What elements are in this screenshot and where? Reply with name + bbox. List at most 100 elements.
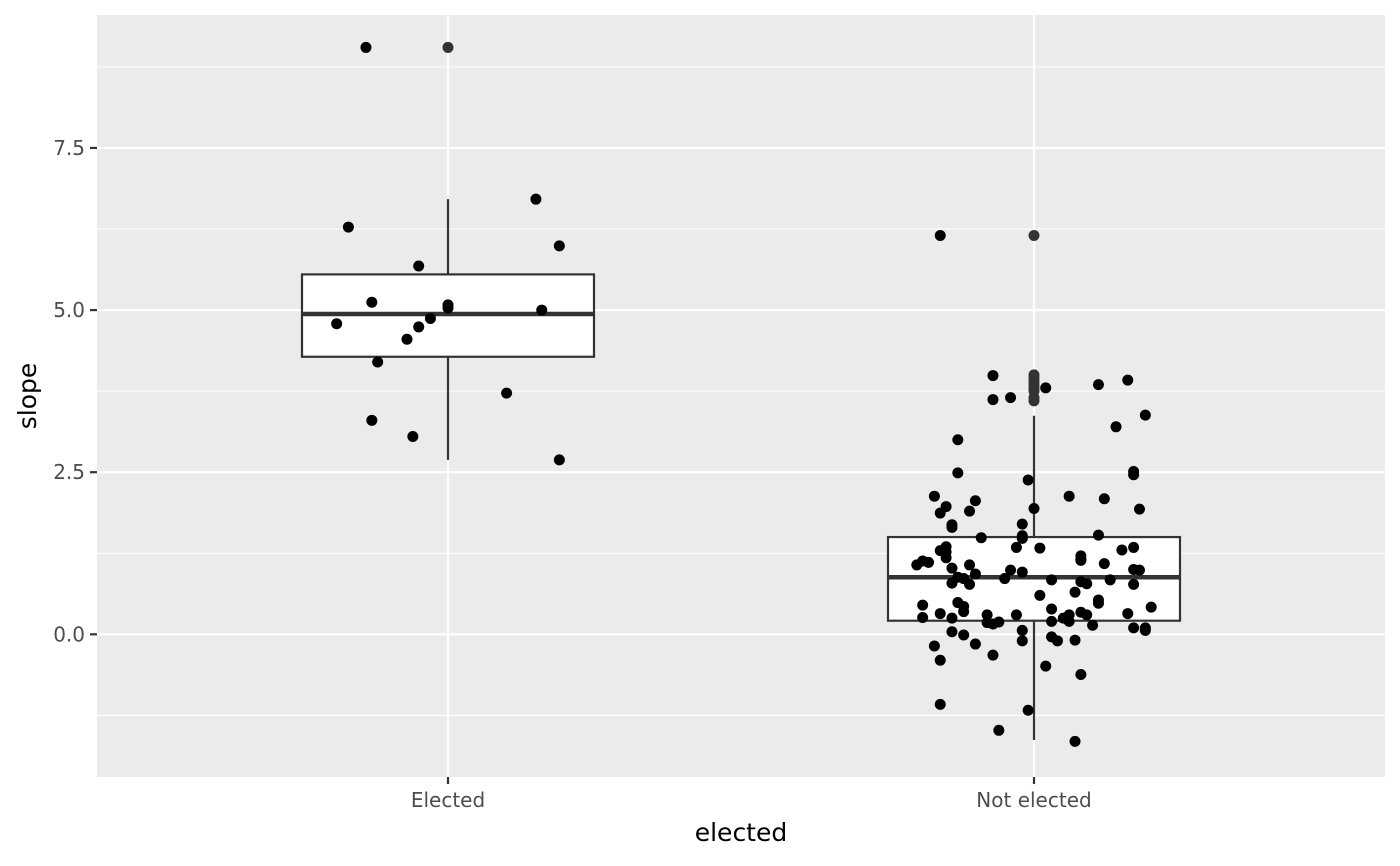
data-point xyxy=(1063,615,1075,627)
data-point xyxy=(1087,619,1099,631)
data-point xyxy=(331,318,343,330)
data-point xyxy=(958,629,970,641)
data-point xyxy=(969,568,981,580)
data-point xyxy=(1069,735,1081,747)
outlier-points xyxy=(442,41,1040,407)
data-point xyxy=(987,649,999,661)
data-point xyxy=(501,387,513,399)
outlier-point xyxy=(442,41,454,53)
y-axis: 0.0 2.5 5.0 7.5 xyxy=(53,136,97,646)
data-point xyxy=(1133,564,1145,576)
data-point xyxy=(1116,544,1128,556)
data-point xyxy=(1022,474,1034,486)
data-point xyxy=(1075,669,1087,681)
data-point xyxy=(1034,542,1046,554)
data-point xyxy=(1098,493,1110,505)
data-point xyxy=(923,556,935,568)
data-point xyxy=(1122,374,1134,386)
major-gridlines xyxy=(97,15,1385,777)
data-point xyxy=(934,698,946,710)
data-point xyxy=(1028,503,1040,515)
data-point xyxy=(530,193,542,205)
data-point xyxy=(969,495,981,507)
data-point xyxy=(1005,564,1017,576)
data-point xyxy=(928,640,940,652)
data-point xyxy=(934,229,946,241)
data-point xyxy=(1005,392,1017,404)
data-point xyxy=(946,562,958,574)
data-point xyxy=(999,573,1011,585)
data-point xyxy=(1040,660,1052,672)
data-point xyxy=(413,260,425,272)
data-point xyxy=(981,609,993,621)
x-axis: Elected Not elected xyxy=(411,777,1092,812)
data-point xyxy=(958,606,970,618)
data-point xyxy=(1046,615,1058,627)
data-point xyxy=(917,599,929,611)
data-point xyxy=(1081,609,1093,621)
y-axis-title: slope xyxy=(13,363,42,430)
data-point xyxy=(1063,490,1075,502)
data-point xyxy=(1128,622,1140,634)
data-point xyxy=(1075,554,1087,566)
data-point xyxy=(1016,566,1028,578)
data-point xyxy=(1034,589,1046,601)
data-point xyxy=(1128,541,1140,553)
data-point xyxy=(975,532,987,544)
data-point xyxy=(940,552,952,564)
data-point xyxy=(1016,518,1028,530)
data-point xyxy=(952,434,964,446)
data-point xyxy=(1092,529,1104,541)
data-point xyxy=(1069,634,1081,646)
data-point xyxy=(1139,409,1151,421)
data-point xyxy=(1046,603,1058,615)
data-point xyxy=(1104,574,1116,586)
data-point xyxy=(1128,578,1140,590)
data-point xyxy=(1122,608,1134,620)
data-point xyxy=(1016,635,1028,647)
data-point xyxy=(987,394,999,406)
x-tick-label: Not elected xyxy=(976,788,1091,812)
data-point xyxy=(1016,530,1028,542)
data-point xyxy=(993,724,1005,736)
outlier-point xyxy=(1028,229,1040,241)
y-tick-label: 5.0 xyxy=(53,298,85,322)
box-elected xyxy=(300,199,596,460)
data-point xyxy=(1128,469,1140,481)
jitter-points xyxy=(331,41,1157,747)
data-point xyxy=(934,507,946,519)
data-point xyxy=(1022,704,1034,716)
data-point xyxy=(536,304,548,316)
data-point xyxy=(1010,541,1022,553)
data-point xyxy=(964,505,976,517)
data-point xyxy=(917,611,929,623)
data-point xyxy=(1098,558,1110,570)
data-point xyxy=(1081,578,1093,590)
y-tick-label: 0.0 xyxy=(53,622,85,646)
data-point xyxy=(401,333,413,345)
x-axis-title: elected xyxy=(695,818,788,847)
data-point xyxy=(1051,635,1063,647)
data-point xyxy=(952,467,964,479)
x-tick-label: Elected xyxy=(411,788,485,812)
data-point xyxy=(1010,609,1022,621)
data-point xyxy=(424,313,436,325)
data-point xyxy=(1046,574,1058,586)
data-point xyxy=(946,521,958,533)
data-point xyxy=(1139,622,1151,634)
data-point xyxy=(928,490,940,502)
data-point xyxy=(946,612,958,624)
data-point xyxy=(360,41,372,53)
data-point xyxy=(1133,503,1145,515)
data-point xyxy=(366,414,378,426)
data-point xyxy=(964,559,976,571)
data-point xyxy=(366,296,378,308)
data-point xyxy=(1110,421,1122,433)
data-point xyxy=(553,240,565,252)
data-point xyxy=(934,608,946,620)
data-point xyxy=(1145,601,1157,613)
data-point xyxy=(964,578,976,590)
data-point xyxy=(372,356,384,368)
data-point xyxy=(987,370,999,382)
